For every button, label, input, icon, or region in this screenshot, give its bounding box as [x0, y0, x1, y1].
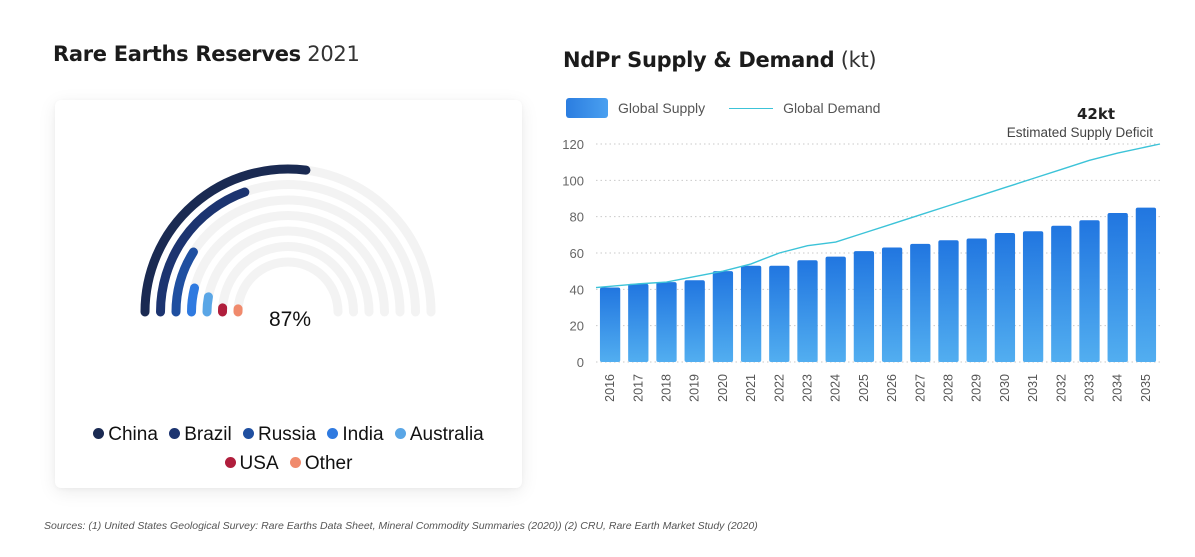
x-tick-label: 2018: [660, 374, 674, 402]
supply-bar: [910, 243, 931, 362]
reserves-center-label: 87%: [268, 308, 312, 331]
x-tick-label: 2023: [801, 374, 815, 402]
radial-track: [233, 257, 343, 317]
supply-bar: [1051, 225, 1072, 362]
legend-dot: [242, 428, 254, 439]
supply-bar: [769, 265, 790, 362]
legend-dot: [93, 428, 105, 439]
reserves-radial-chart: [140, 164, 436, 317]
y-tick-label: 20: [570, 319, 584, 334]
radial-bar-india: [187, 283, 200, 317]
deficit-value: 42kt: [1076, 105, 1115, 123]
x-tick-label: 2021: [744, 374, 758, 402]
legend-dot: [289, 457, 301, 468]
supply-bar: [599, 287, 621, 362]
legend-row-2: USA Other: [55, 449, 522, 478]
x-tick-label: 2026: [885, 374, 899, 402]
supply-bar: [994, 233, 1016, 362]
x-tick-label: 2034: [1111, 374, 1125, 402]
y-tick-label: 80: [570, 210, 584, 225]
supply-bar: [938, 240, 959, 362]
legend-item-usa: USA: [224, 449, 279, 478]
x-tick-label: 2028: [942, 374, 956, 402]
radial-track: [187, 211, 389, 317]
legend-item-other: Other: [289, 449, 352, 478]
ndpr-title: NdPr Supply & Demand (kt): [563, 48, 877, 72]
y-tick-label: 60: [570, 246, 584, 261]
radial-track: [218, 242, 358, 317]
supply-bar: [881, 247, 903, 362]
x-tick-label: 2030: [998, 374, 1012, 402]
supply-bar: [628, 283, 649, 362]
reserves-title: Rare Earths Reserves 2021: [53, 42, 360, 66]
supply-bar: [797, 260, 818, 362]
supply-bar: [684, 280, 705, 362]
ndpr-bar-chart: 0 20 40 60 80 100 120 2016 2017 2018 2019 2020 2021 2…: [562, 137, 1161, 402]
ndpr-legend: Global Supply Global Demand: [566, 97, 880, 119]
x-tick-label: 2024: [829, 374, 843, 402]
legend-dot: [394, 428, 406, 439]
x-tick-label: 2027: [913, 374, 927, 402]
radial-bar-china: [140, 164, 311, 317]
legend-dot: [327, 428, 339, 439]
supply-bar: [853, 251, 875, 362]
x-tick-label: 2033: [1083, 374, 1097, 402]
demand-swatch: [729, 107, 774, 109]
supply-bar: [966, 238, 987, 362]
supply-bar: [712, 271, 734, 362]
y-tick-label: 120: [562, 137, 584, 152]
x-tick-label: 2025: [857, 374, 871, 402]
reserves-card: [55, 100, 522, 488]
supply-bar: [825, 256, 846, 362]
radial-bar-brazil: [156, 187, 250, 317]
radial-bar-australia: [202, 292, 213, 317]
x-tick-label: 2022: [772, 374, 786, 402]
x-tick-label: 2020: [716, 374, 730, 402]
legend-item-india: India: [327, 420, 384, 449]
sources-footnote: Sources: (1) United States Geological Su…: [44, 520, 758, 532]
legend-item-china: China: [93, 420, 158, 449]
supply-bar: [740, 265, 762, 362]
supply-bar: [1107, 213, 1128, 362]
x-tick-label: 2019: [688, 374, 702, 402]
x-tick-label: 2016: [603, 374, 617, 402]
supply-legend-label: Global Supply: [618, 100, 706, 116]
y-tick-label: 100: [562, 173, 584, 188]
supply-swatch: [566, 98, 608, 118]
supply-bar: [1022, 231, 1044, 362]
supply-bar: [656, 282, 677, 362]
radial-bar-russia: [171, 247, 198, 317]
legend-dot: [224, 457, 236, 468]
demand-line: [595, 143, 1161, 289]
y-tick-label: 40: [570, 282, 584, 297]
x-tick-label: 2017: [631, 374, 645, 402]
supply-bar: [1135, 207, 1157, 362]
y-tick-label: 0: [577, 355, 584, 370]
x-tick-label: 2031: [1026, 374, 1040, 402]
reserves-legend: China Brazil Russia India Australia USA …: [55, 420, 522, 478]
supply-bar: [1079, 220, 1100, 362]
x-tick-label: 2035: [1139, 374, 1153, 402]
x-tick-label: 2032: [1054, 374, 1068, 402]
legend-row-1: China Brazil Russia India Australia: [55, 420, 522, 449]
x-tick-label: 2029: [970, 374, 984, 402]
legend-item-australia: Australia: [394, 420, 484, 449]
legend-item-brazil: Brazil: [169, 420, 232, 449]
radial-track: [202, 226, 374, 317]
legend-dot: [169, 428, 181, 439]
legend-item-russia: Russia: [242, 420, 316, 449]
demand-legend-label: Global Demand: [783, 100, 881, 116]
deficit-label: Estimated Supply Deficit: [1006, 125, 1153, 140]
